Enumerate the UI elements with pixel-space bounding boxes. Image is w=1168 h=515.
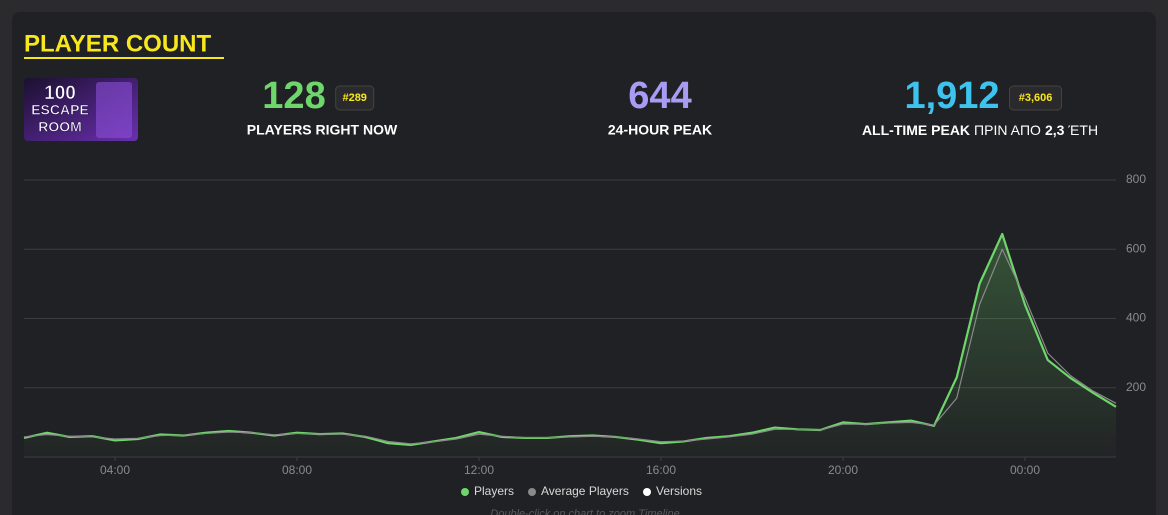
title-underline <box>24 57 224 59</box>
stat-label: 24-HOUR PEAK <box>608 122 712 138</box>
legend-dot <box>461 488 469 496</box>
x-tick-label: 08:00 <box>282 463 312 477</box>
thumbnail-door <box>96 82 132 138</box>
x-tick-label: 00:00 <box>1010 463 1040 477</box>
hint: Double-click on chart to zoom Timeline <box>490 508 679 515</box>
thumbnail-text: 100 <box>44 83 76 104</box>
stat-label: ALL-TIME PEAK ΠΡΙΝ ΑΠΟ 2,3 ΈΤΗ <box>862 122 1098 138</box>
legend-label: Players <box>474 484 514 498</box>
rank-text: #3,606 <box>1019 92 1053 104</box>
x-tick-label: 04:00 <box>100 463 130 477</box>
stat-label: PLAYERS RIGHT NOW <box>247 122 398 138</box>
y-tick-label: 800 <box>1126 172 1146 186</box>
stat-label-part: 2,3 <box>1045 122 1065 138</box>
stat-label-part: ΈΤΗ <box>1067 122 1098 138</box>
x-tick-label: 12:00 <box>464 463 494 477</box>
stat-value: 128 <box>262 75 325 117</box>
y-tick-label: 600 <box>1126 241 1146 255</box>
line <box>23 248 1117 445</box>
stat-value: 1,912 <box>904 75 999 117</box>
title: PLAYER COUNT <box>24 30 211 57</box>
area <box>24 234 1116 457</box>
card <box>12 12 1156 515</box>
rank-badge <box>1009 85 1063 111</box>
legend-dot <box>643 488 651 496</box>
thumbnail-text: ROOM <box>38 119 82 135</box>
legend-dot <box>528 488 536 496</box>
stat-label-part: ΠΡΙΝ ΑΠΟ <box>974 122 1041 138</box>
stat-label-part: ALL-TIME PEAK <box>862 122 970 138</box>
rank-badge <box>335 85 375 111</box>
rank-text: #289 <box>342 92 366 104</box>
legend-label: Versions <box>656 484 702 498</box>
x-tick-label: 20:00 <box>828 463 858 477</box>
stat-value: 644 <box>628 75 691 117</box>
y-tick-label: 400 <box>1126 311 1146 325</box>
x-tick-label: 16:00 <box>646 463 676 477</box>
legend-label: Average Players <box>541 484 629 498</box>
line <box>23 232 1117 446</box>
thumbnail-text: ESCAPE <box>31 102 89 118</box>
y-tick-label: 200 <box>1126 380 1146 394</box>
